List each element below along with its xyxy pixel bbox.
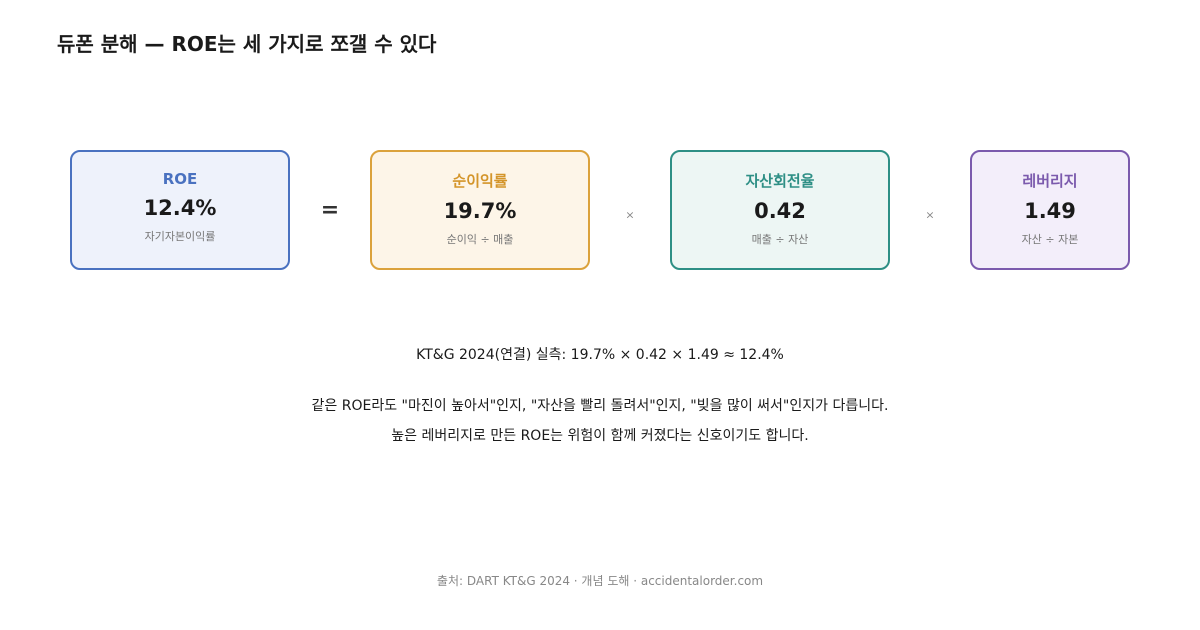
metric-description: 자산 ÷ 자본 xyxy=(1021,233,1079,246)
metric-box: 레버리지 1.49 자산 ÷ 자본 xyxy=(970,150,1130,270)
metric-box: ROE 12.4% 자기자본이익률 xyxy=(70,150,290,270)
metric-box: 자산회전율 0.42 매출 ÷ 자산 xyxy=(670,150,890,270)
metric-value: 1.49 xyxy=(1024,199,1076,223)
note: 높은 레버리지로 만든 ROE는 위험이 함께 커졌다는 신호이기도 합니다. xyxy=(391,428,809,444)
operator: = xyxy=(320,197,340,223)
operator: × xyxy=(925,208,935,222)
metric-value: 0.42 xyxy=(754,199,806,223)
metric-label: 자산회전율 xyxy=(745,172,815,190)
metric-box: 순이익률 19.7% 순이익 ÷ 매출 xyxy=(370,150,590,270)
formula: KT&G 2024(연결) 실측: 19.7% × 0.42 × 1.49 ≈ … xyxy=(416,347,784,363)
metric-label: 순이익률 xyxy=(452,172,508,190)
metric-label: 레버리지 xyxy=(1022,172,1078,190)
title: 듀폰 분해 — ROE는 세 가지로 쪼갤 수 있다 xyxy=(57,32,437,56)
metric-value: 12.4% xyxy=(143,196,217,220)
metric-description: 순이익 ÷ 매출 xyxy=(446,233,514,246)
source: 출처: DART KT&G 2024 · 개념 도해 · accidentalo… xyxy=(436,574,764,588)
metric-description: 매출 ÷ 자산 xyxy=(751,233,809,246)
metric-value: 19.7% xyxy=(443,199,517,223)
note: 같은 ROE라도 "마진이 높아서"인지, "자산을 빨리 돌려서"인지, "빚… xyxy=(311,398,889,414)
metric-label: ROE xyxy=(162,170,198,188)
operator: × xyxy=(625,208,635,222)
metric-description: 자기자본이익률 xyxy=(144,230,216,243)
